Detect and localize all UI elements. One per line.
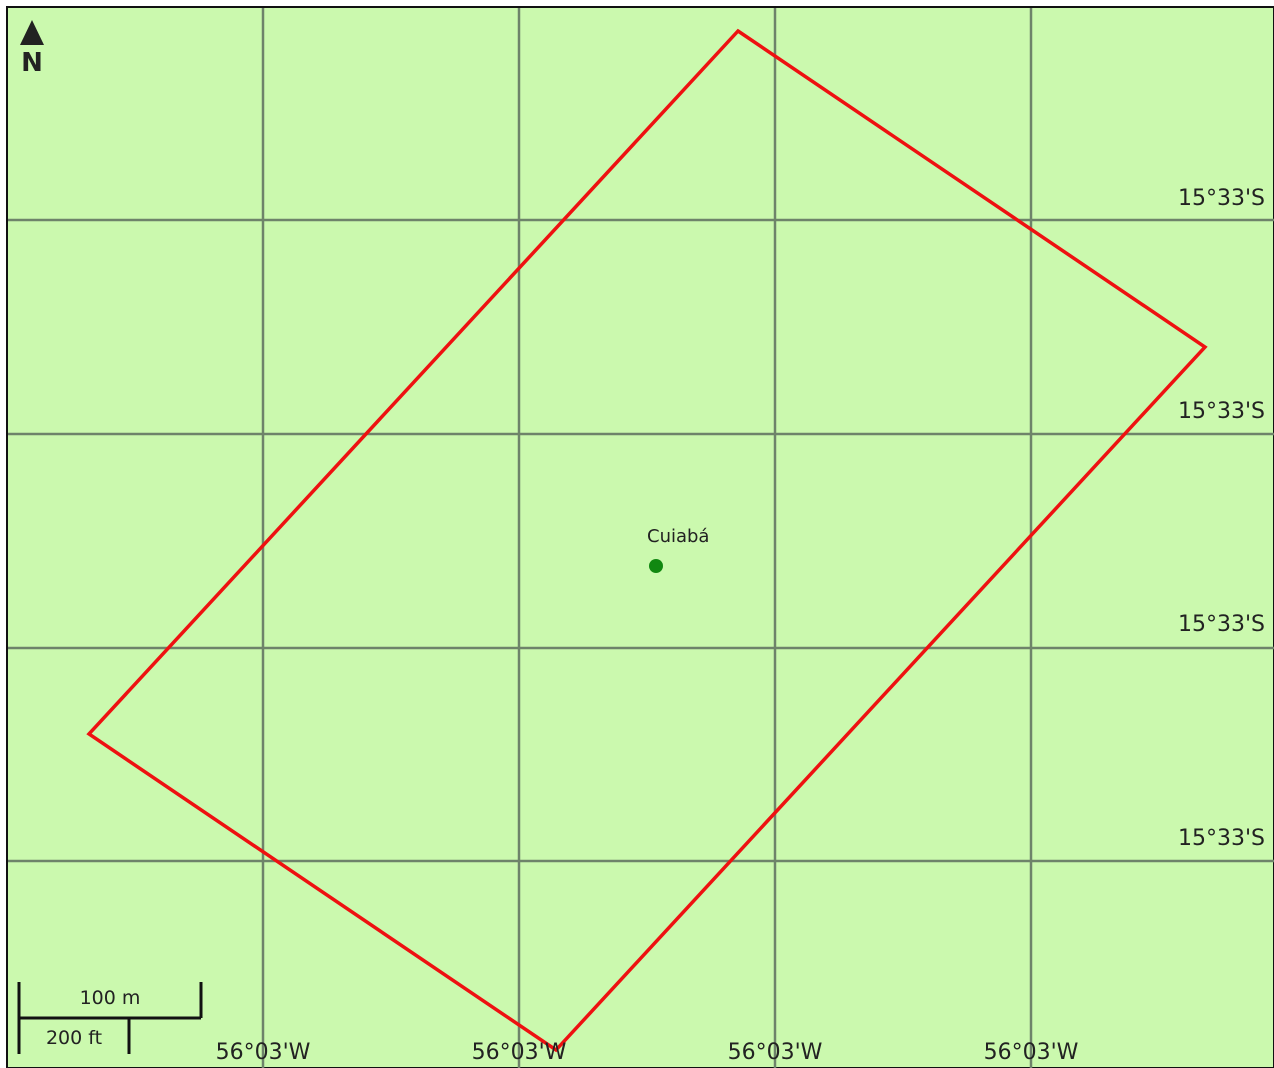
north-label: N	[21, 48, 43, 78]
latitude-label: 15°33'S	[1178, 612, 1265, 637]
scale-metric-label: 100 m	[80, 987, 141, 1009]
longitude-label: 56°03'W	[472, 1040, 567, 1065]
graticule	[8, 8, 1274, 1068]
latitude-label: 15°33'S	[1178, 399, 1265, 424]
city-marker[interactable]: Cuiabá	[647, 526, 709, 573]
area-boundary[interactable]	[86, 28, 1208, 1053]
longitude-label: 56°03'W	[984, 1040, 1079, 1065]
longitude-labels: 56°03'W 56°03'W 56°03'W 56°03'W	[216, 1040, 1079, 1065]
city-label: Cuiabá	[647, 526, 709, 547]
latitude-label: 15°33'S	[1178, 186, 1265, 211]
map-background	[6, 6, 1274, 1068]
city-dot-icon[interactable]	[649, 559, 663, 573]
longitude-label: 56°03'W	[728, 1040, 823, 1065]
latitude-label: 15°33'S	[1178, 826, 1265, 851]
scale-bar: 100 m 200 ft	[17, 982, 203, 1054]
north-arrow: N	[20, 20, 44, 78]
scale-imperial-label: 200 ft	[46, 1027, 102, 1049]
longitude-label: 56°03'W	[216, 1040, 311, 1065]
north-arrow-icon	[20, 20, 44, 45]
latitude-labels: 15°33'S 15°33'S 15°33'S 15°33'S	[1178, 186, 1265, 851]
